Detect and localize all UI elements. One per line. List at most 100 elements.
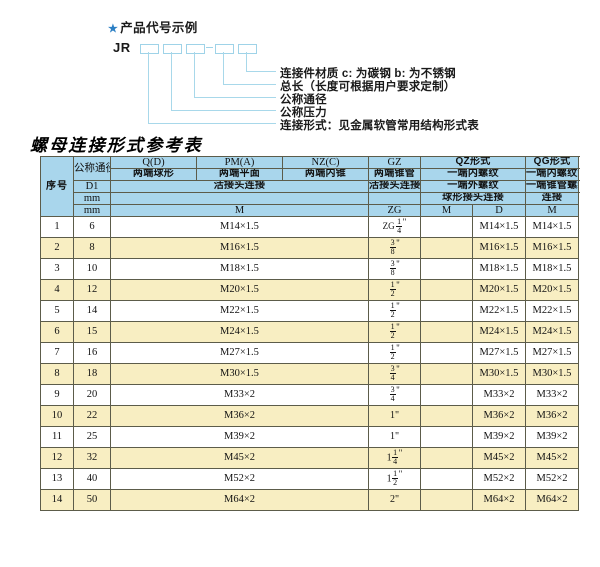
cell-zg-gz: 1 1 4 " [368,446,421,469]
cell-qz-d: M45×2 [472,446,526,469]
cell-seq: 13 [40,467,74,490]
cell-dn: 22 [73,404,111,427]
cell-qz-m [420,362,473,385]
cell-dn: 20 [73,383,111,406]
code-box-2 [163,44,182,54]
leader-vline-3 [194,52,196,98]
cell-dn: 50 [73,488,111,511]
cell-seq: 6 [40,320,74,343]
header-row-thread: mmMZGMDMZG [41,203,579,217]
header-dn-sub: D1 [73,179,111,193]
cell-qz-d: M33×2 [472,383,526,406]
header-dn: 公称通径 [73,156,111,181]
cell-zg-gz: 3 4 " [368,362,421,385]
cell-dn: 15 [73,320,111,343]
header-group-form-0: 两端球形 [110,168,197,181]
cell-dn: 40 [73,467,111,490]
header-seq: 序号 [40,156,74,217]
cell-qz-m [420,278,473,301]
product-code-title: ★ 产品代号示例 [108,17,198,36]
cell-qz-m [420,257,473,280]
header-group-form-5: 一端内螺纹活接头 [525,168,579,181]
cell-seq: 2 [40,236,74,259]
cell-qg-m: M18×1.5 [525,257,579,280]
cell-zg-gz: 1" [368,425,421,448]
cell-zg-gz: 1" [368,404,421,427]
leader-hline-4 [171,110,276,112]
header-thread-0: M [110,203,369,217]
cell-seq: 8 [40,362,74,385]
cell-qz-d: M18×1.5 [472,257,526,280]
header-row3-1: 活接头连接 [368,179,421,193]
cell-qz-d: M20×1.5 [472,278,526,301]
cell-m-union: M14×1.5 [110,215,369,238]
header-thread-1: ZG [368,203,421,217]
leader-vline-4 [171,52,173,111]
cell-seq: 14 [40,488,74,511]
cell-qz-d: M16×1.5 [472,236,526,259]
leader-vline-5 [148,52,150,124]
cell-m-union: M64×2 [110,488,369,511]
header-thread-3: D [472,203,526,217]
cell-dn: 6 [73,215,111,238]
header-row3-2: 一端外螺纹 [420,179,526,193]
cell-zg-gz: 1 2 " [368,278,421,301]
cell-dn: 14 [73,299,111,322]
cell-zg-gz: 3 4 " [368,383,421,406]
header-row3-0: 活接头连接 [110,179,369,193]
cell-qg-m: M33×2 [525,383,579,406]
cell-qg-m: M39×2 [525,425,579,448]
page-title: 螺母连接形式参考表 [30,136,203,155]
header-group-code-4: QZ形式 [420,155,526,170]
leader-vline-2 [223,52,225,85]
cell-zg-gz: ZG 1 4 " [368,215,421,238]
cell-m-union: M33×2 [110,383,369,406]
cell-zg-gz: 1 2 " [368,320,421,343]
annotation-bore: 公称通径 [280,94,327,106]
cell-m-union: M20×1.5 [110,278,369,301]
cell-dn: 10 [73,257,111,280]
cell-m-union: M18×1.5 [110,257,369,280]
code-box-1 [140,44,159,54]
header-group-code-5: QG形式 [525,155,579,170]
annotation-material: 连接件材质 c: 为碳钢 b: 为不锈钢 [280,68,456,80]
header-row-form: 两端球形 两端平面 两端内锥 两端锥管 一端内螺纹 一端内螺纹活接头 [41,168,579,181]
header-thread-4: M [525,203,579,217]
header-row-conn2: mm 球形接头连接 连接 [41,191,579,205]
cell-seq: 4 [40,278,74,301]
header-row-code: 序号 公称通径 Q(D) PM(A) NZ(C) GZ QZ形式 QG形式 [40,155,579,217]
product-code-title-text: 产品代号示例 [120,21,198,35]
header-group-form-4: 一端内螺纹 [420,168,526,181]
cell-qz-m [420,404,473,427]
cell-qz-d: M64×2 [472,488,526,511]
cell-seq: 12 [40,446,74,469]
cell-qz-m [420,215,473,238]
cell-qz-m [420,467,473,490]
cell-qz-d: M39×2 [472,425,526,448]
cell-seq: 1 [40,215,74,238]
cell-zg-gz: 1 2 " [368,341,421,364]
cell-zg-gz: 3 8 " [368,257,421,280]
cell-qg-m: M45×2 [525,446,579,469]
annotation-conn-form: 连接形式：见金属软管常用结构形式表 [280,120,479,132]
code-box-5 [238,44,257,54]
cell-zg-gz: 3 8 " [368,236,421,259]
header-group-code-0: Q(D) [110,155,197,170]
leader-vline-1 [246,52,248,72]
cell-zg-gz: 1 1 2 " [368,467,421,490]
product-code-prefix: JR [113,40,131,55]
cell-qz-d: M52×2 [472,467,526,490]
table-body: 16M14×1.5ZG14"M14×1.5M14×1.514"28M16×1.5… [40,215,579,511]
cell-seq: 5 [40,299,74,322]
cell-dn: 12 [73,278,111,301]
cell-qg-m: M36×2 [525,404,579,427]
cell-m-union: M30×1.5 [110,362,369,385]
cell-qz-m [420,236,473,259]
